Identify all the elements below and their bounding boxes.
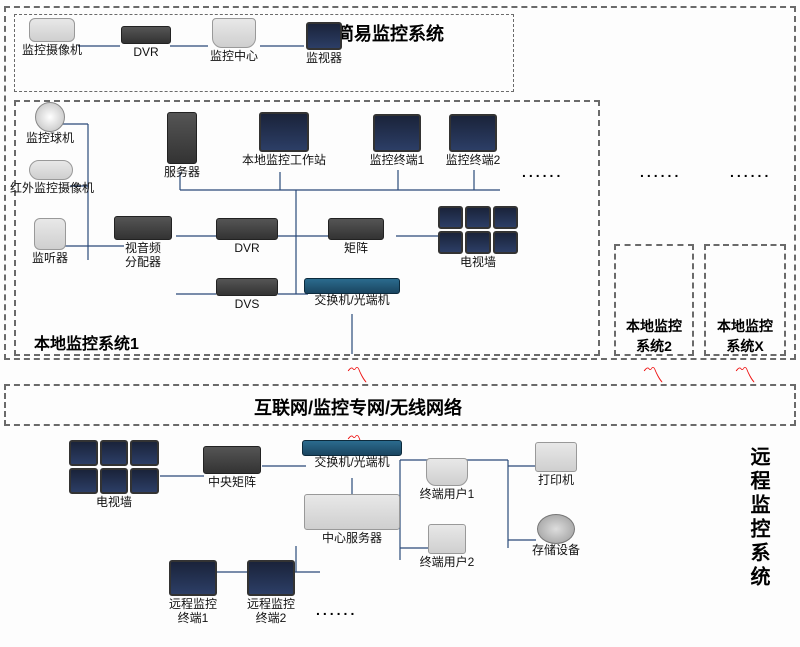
node-center-server: 中心服务器 [296,494,408,546]
speaker-icon [34,218,66,250]
ellipsis-terms: ...... [522,164,563,180]
dvs-icon [216,278,278,296]
remote-system-vertical: 远程监控系统 [744,446,773,590]
dome-icon [35,102,65,132]
label-dvr2: DVR [212,242,282,256]
ellipsis-top-2: ...... [730,164,771,180]
server-icon [167,112,197,164]
node-camera: 监控摄像机 [20,18,84,58]
matrix-icon [328,218,384,240]
label-switch1: 交换机/光端机 [296,294,408,308]
node-mon-term1: 监控终端1 [362,114,432,168]
node-user1: 终端用户1 [412,458,482,502]
node-dvr2: DVR [212,218,282,256]
node-dvr1: DVR [118,26,174,60]
node-monitor: 监视器 [300,22,348,66]
node-workstation: 本地监控工作站 [238,112,330,168]
central-matrix-icon [203,446,261,474]
label-matrix: 矩阵 [326,242,386,256]
node-server: 服务器 [156,112,208,180]
diagram-container: 简易监控系统 本地监控系统1 本地监控系统2 本地监控系统X 互联网/监控专网/… [0,0,800,647]
node-central-matrix: 中央矩阵 [196,446,268,490]
label-tvwall1: 电视墙 [432,256,524,270]
label-av-dist: 视音频分配器 [108,242,178,270]
storage-icon [537,514,575,544]
wireless-icon-3: 〽 [734,358,756,390]
crt-icon [306,22,342,50]
node-center: 监控中心 [204,18,264,64]
ir-cam-icon [29,160,73,180]
node-printer: 打印机 [524,442,588,488]
network-band-label: 互联网/监控专网/无线网络 [254,394,462,420]
label-mon-term1: 监控终端1 [362,154,432,168]
node-ir-cam: 红外监控摄像机 [10,160,92,196]
node-dvs: DVS [212,278,282,312]
node-remote-term1: 远程监控终端1 [156,560,230,626]
title-simple-system: 简易监控系统 [336,20,444,46]
monitor-term1-icon [373,114,421,152]
node-switch1: 交换机/光端机 [296,278,408,308]
remote-term1-icon [169,560,217,596]
label-ir-cam: 红外监控摄像机 [10,182,92,196]
ellipsis-bottom: ...... [316,602,357,618]
node-remote-term2: 远程监控终端2 [234,560,308,626]
label-storage: 存储设备 [524,544,588,558]
ellipsis-top-1: ...... [640,164,681,180]
label-printer: 打印机 [524,474,588,488]
node-listener: 监听器 [22,218,78,266]
node-tvwall2: 电视墙 [64,440,164,510]
label-user2: 终端用户2 [412,556,482,570]
center-server-icon [304,494,400,530]
node-user2: 终端用户2 [412,524,482,570]
av-dist-icon [114,216,172,240]
label-dvs: DVS [212,298,282,312]
tvwall1-icon [438,206,518,254]
camera-icon [29,18,75,42]
node-matrix: 矩阵 [326,218,386,256]
remote-term2-icon [247,560,295,596]
label-center-server: 中心服务器 [296,532,408,546]
label-center: 监控中心 [204,50,264,64]
label-remote-term1: 远程监控终端1 [156,598,230,626]
user1-icon [426,458,468,486]
label-local2: 本地监控系统2 [622,316,686,356]
dvr2-icon [216,218,278,240]
label-switch2: 交换机/光端机 [296,456,408,470]
monitor-term2-icon [449,114,497,152]
label-monitor: 监视器 [300,52,348,66]
wireless-icon-2: 〽 [642,358,664,390]
switch1-icon [304,278,400,294]
printer-icon [535,442,577,472]
label-localX-text: 本地监控系统X [717,318,773,354]
tvwall2-icon [69,440,159,494]
switch2-icon [302,440,402,456]
node-av-dist: 视音频分配器 [108,216,178,270]
label-listener: 监听器 [22,252,78,266]
label-tvwall2: 电视墙 [64,496,164,510]
label-remote-term2: 远程监控终端2 [234,598,308,626]
label-local2-text: 本地监控系统2 [626,318,682,354]
label-user1: 终端用户1 [412,488,482,502]
node-storage: 存储设备 [524,514,588,558]
label-dome: 监控球机 [22,132,78,146]
label-dvr1: DVR [118,46,174,60]
label-workstation: 本地监控工作站 [238,154,330,168]
label-localX: 本地监控系统X [712,316,778,356]
workstation-icon [259,112,309,152]
laptop-icon [212,18,256,48]
node-mon-term2: 监控终端2 [438,114,508,168]
user2-icon [428,524,466,554]
label-mon-term2: 监控终端2 [438,154,508,168]
node-tvwall1: 电视墙 [432,206,524,270]
wireless-icon-1: 〽 [346,358,368,390]
label-server: 服务器 [156,166,208,180]
node-dome: 监控球机 [22,102,78,146]
dvr-icon [121,26,171,44]
node-switch2: 交换机/光端机 [296,440,408,470]
label-central-matrix: 中央矩阵 [196,476,268,490]
label-local1: 本地监控系统1 [34,330,139,354]
label-camera: 监控摄像机 [20,44,84,58]
